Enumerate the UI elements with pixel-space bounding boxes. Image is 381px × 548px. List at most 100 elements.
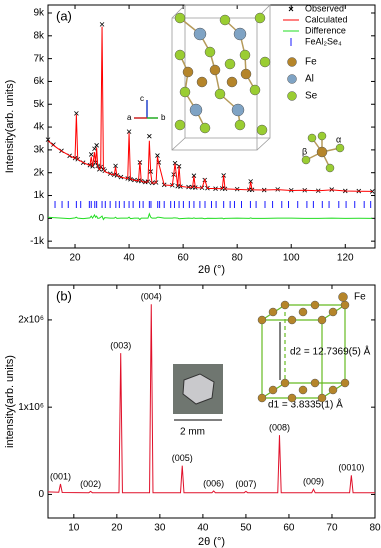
atom bbox=[249, 84, 261, 96]
atom bbox=[335, 143, 345, 153]
observed-marker bbox=[248, 179, 253, 184]
atom bbox=[257, 393, 267, 403]
atom bbox=[204, 46, 216, 58]
x-tick-label: 100 bbox=[283, 253, 300, 264]
legend-symbol bbox=[288, 6, 294, 12]
peak-label: (007) bbox=[235, 479, 256, 489]
legend-label: Difference bbox=[305, 25, 346, 35]
peak-label: (002) bbox=[80, 479, 101, 489]
y-tick-label: 1x10⁶ bbox=[18, 402, 44, 413]
y-axis-title: Intensity(arb. units) bbox=[4, 80, 16, 174]
x-tick-label: 10 bbox=[68, 523, 80, 534]
atom bbox=[193, 27, 207, 41]
x-tick-label: 40 bbox=[197, 523, 209, 534]
atom bbox=[340, 378, 350, 388]
atom bbox=[316, 146, 328, 158]
plot-frame bbox=[47, 284, 376, 519]
y-tick-label: 6k bbox=[33, 76, 45, 87]
crystal bbox=[182, 373, 215, 405]
atom bbox=[259, 56, 271, 68]
y-tick-label: -1k bbox=[30, 236, 45, 247]
y-tick-label: 5k bbox=[33, 99, 45, 110]
atom bbox=[234, 119, 246, 131]
atom bbox=[209, 64, 221, 76]
atom bbox=[224, 58, 236, 70]
peak-label: (006) bbox=[203, 478, 224, 488]
atom bbox=[310, 300, 320, 310]
peak-label: (008) bbox=[269, 422, 290, 432]
atom bbox=[219, 14, 231, 26]
atom bbox=[199, 122, 211, 134]
series-line bbox=[47, 26, 373, 192]
observed-marker bbox=[92, 146, 97, 152]
atom-legend-label: Fe bbox=[354, 292, 366, 303]
atom bbox=[239, 49, 251, 61]
peak-label: (009) bbox=[303, 477, 324, 487]
x-tick-label: 50 bbox=[240, 523, 252, 534]
d1-label: d1 = 3.8335(1) Å bbox=[268, 398, 343, 411]
atom bbox=[240, 68, 252, 80]
legend-label: FeAl₂Se₄ bbox=[305, 36, 342, 46]
atom bbox=[298, 385, 308, 395]
atom bbox=[233, 27, 247, 41]
atom bbox=[189, 103, 203, 117]
y-tick-label: 2x10⁶ bbox=[18, 315, 44, 326]
crystal-structure bbox=[171, 4, 271, 151]
atom bbox=[231, 103, 245, 117]
atom bbox=[254, 12, 266, 24]
d2-label: d2 = 12.7369(5) Å bbox=[290, 345, 371, 358]
atom bbox=[256, 124, 268, 136]
atom bbox=[317, 393, 327, 403]
x-tick-label: 80 bbox=[369, 523, 381, 534]
x-axis-title: 2θ (°) bbox=[198, 536, 225, 548]
observed-marker bbox=[172, 160, 178, 166]
atom bbox=[268, 307, 278, 317]
observed-marker bbox=[191, 173, 197, 178]
observed-marker bbox=[147, 133, 152, 139]
x-tick-label: 20 bbox=[111, 523, 123, 534]
atom-legend-symbol bbox=[338, 292, 348, 302]
legend-label: Observed bbox=[305, 3, 344, 13]
atom bbox=[214, 88, 226, 100]
atom-legend-symbol bbox=[287, 57, 297, 67]
atom bbox=[280, 300, 290, 310]
peak-label: (0010) bbox=[338, 463, 364, 473]
atom-legend-symbol bbox=[287, 74, 297, 84]
observed-marker bbox=[94, 143, 99, 148]
atom bbox=[317, 131, 327, 141]
atom bbox=[182, 66, 194, 78]
x-tick-label: 60 bbox=[178, 253, 190, 264]
panel-label: (b) bbox=[56, 288, 72, 303]
y-tick-label: 3k bbox=[33, 145, 45, 156]
atom bbox=[174, 119, 186, 131]
atom bbox=[179, 86, 191, 98]
observed-marker bbox=[113, 163, 118, 169]
atom bbox=[325, 163, 335, 173]
series-line bbox=[47, 304, 375, 494]
y-tick-label: 4k bbox=[33, 122, 45, 133]
atom bbox=[328, 307, 338, 317]
angle-label: β bbox=[302, 146, 307, 156]
x-axis-title: 2θ (°) bbox=[198, 264, 225, 276]
atom bbox=[298, 307, 308, 317]
atom bbox=[174, 49, 186, 61]
series-line bbox=[47, 212, 373, 221]
peak-label: (005) bbox=[172, 453, 193, 463]
atom bbox=[328, 385, 338, 395]
y-tick-label: 9k bbox=[33, 8, 45, 19]
panel-label: (a) bbox=[56, 8, 72, 23]
lattice bbox=[259, 304, 348, 399]
atom bbox=[287, 315, 297, 325]
y-tick-label: 0 bbox=[38, 213, 44, 224]
y-tick-label: 2k bbox=[33, 167, 45, 178]
observed-marker bbox=[126, 129, 132, 134]
atom bbox=[280, 378, 290, 388]
unit-cell bbox=[171, 4, 271, 151]
atom bbox=[226, 76, 238, 88]
x-tick-label: 70 bbox=[326, 523, 338, 534]
observed-marker bbox=[88, 152, 94, 157]
atom-legend-label: Al bbox=[305, 74, 314, 85]
peak-label: (004) bbox=[141, 292, 162, 302]
